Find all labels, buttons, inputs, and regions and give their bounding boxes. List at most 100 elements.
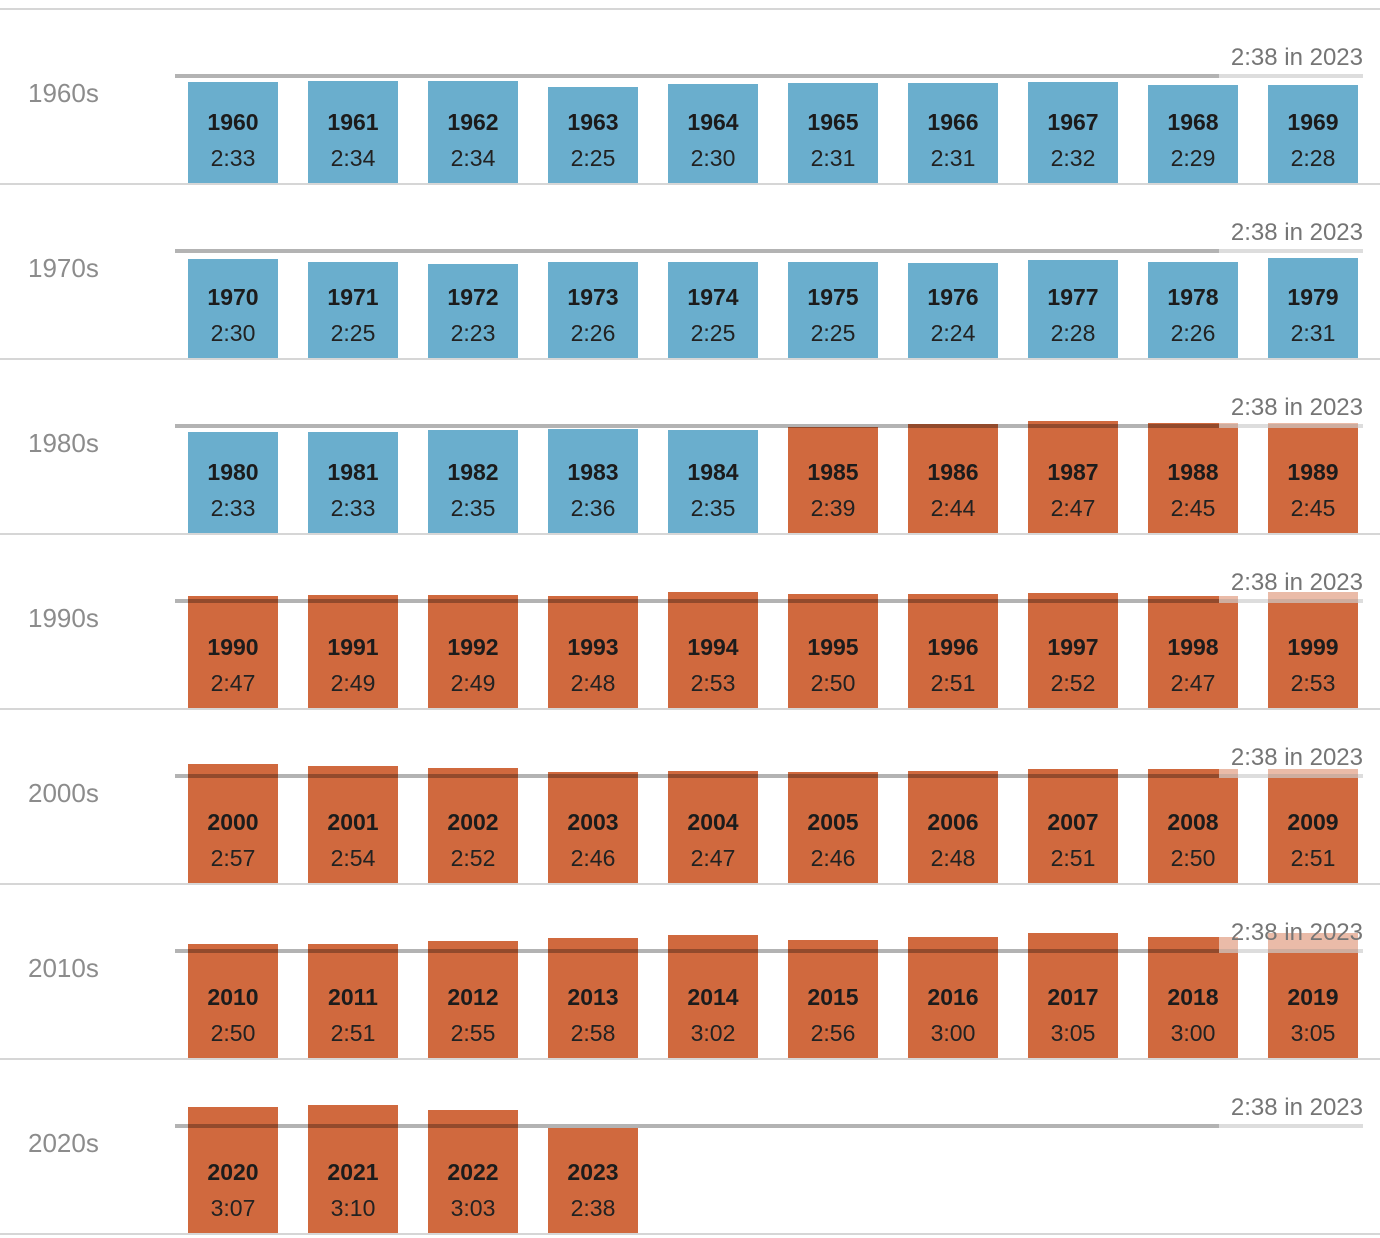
- reference-line-2023: [175, 74, 1363, 78]
- bar-1965[interactable]: [788, 83, 878, 183]
- bar-label-1995: 1995 2:50: [788, 533, 878, 708]
- bar-1973[interactable]: [548, 262, 638, 358]
- bar-1967[interactable]: [1028, 82, 1118, 183]
- bar-2017[interactable]: [1028, 933, 1118, 1058]
- bar-2018[interactable]: [1148, 937, 1238, 1058]
- bar-1997[interactable]: [1028, 593, 1118, 708]
- bar-label-1987: 1987 2:47: [1028, 358, 1118, 533]
- bar-2003[interactable]: [548, 772, 638, 883]
- bar-2007[interactable]: [1028, 769, 1118, 883]
- bar-1995[interactable]: [788, 594, 878, 708]
- bar-1985[interactable]: [788, 427, 878, 533]
- bar-time-label: 3:07: [210, 1195, 256, 1221]
- reference-line-2023: [175, 1124, 1363, 1128]
- bar-year-label: 1991: [327, 634, 379, 660]
- bar-2005[interactable]: [788, 772, 878, 883]
- bar-2001[interactable]: [308, 766, 398, 883]
- decade-label: 2010s: [28, 953, 99, 983]
- bar-1970[interactable]: [188, 259, 278, 358]
- reference-line-2023: [175, 774, 1363, 778]
- bar-1972[interactable]: [428, 264, 518, 358]
- bar-time-label: 2:33: [210, 145, 256, 171]
- bar-2013[interactable]: [548, 938, 638, 1058]
- bar-1981[interactable]: [308, 432, 398, 533]
- bar-label-2012: 2012 2:55: [428, 883, 518, 1058]
- bar-1969[interactable]: [1268, 85, 1358, 183]
- bar-2020[interactable]: [188, 1107, 278, 1233]
- bar-label-1961: 1961 2:34: [308, 8, 398, 183]
- bar-1984[interactable]: [668, 430, 758, 533]
- bar-label-1964: 1964 2:30: [668, 8, 758, 183]
- bar-1980[interactable]: [188, 432, 278, 533]
- bar-1998[interactable]: [1148, 596, 1238, 708]
- bar-time-label: 2:52: [450, 845, 496, 871]
- bar-year-label: 1983: [567, 459, 619, 485]
- bar-label-2014: 2014 3:02: [668, 883, 758, 1058]
- bar-1964[interactable]: [668, 84, 758, 183]
- bar-1999[interactable]: [1268, 592, 1358, 708]
- bar-1989[interactable]: [1268, 423, 1358, 533]
- bar-year-label: 1968: [1167, 109, 1219, 135]
- bar-year-label: 1988: [1167, 459, 1219, 485]
- bar-year-label: 1969: [1287, 109, 1339, 135]
- bar-2010[interactable]: [188, 944, 278, 1058]
- bar-year-label: 1960: [207, 109, 259, 135]
- bar-label-1999: 1999 2:53: [1268, 533, 1358, 708]
- bar-1988[interactable]: [1148, 423, 1238, 533]
- bar-2000[interactable]: [188, 764, 278, 883]
- bar-label-1997: 1997 2:52: [1028, 533, 1118, 708]
- bar-year-label: 1997: [1047, 634, 1099, 660]
- bar-1968[interactable]: [1148, 85, 1238, 183]
- bar-2012[interactable]: [428, 941, 518, 1058]
- bar-label-2017: 2017 3:05: [1028, 883, 1118, 1058]
- bar-year-label: 1984: [687, 459, 739, 485]
- bar-2015[interactable]: [788, 940, 878, 1058]
- bar-2019[interactable]: [1268, 933, 1358, 1058]
- bar-1993[interactable]: [548, 596, 638, 708]
- bar-time-label: 2:34: [330, 145, 376, 171]
- bar-label-1966: 1966 2:31: [908, 8, 998, 183]
- bar-1994[interactable]: [668, 592, 758, 708]
- bar-1983[interactable]: [548, 429, 638, 533]
- bar-1975[interactable]: [788, 262, 878, 358]
- bar-1976[interactable]: [908, 263, 998, 358]
- bar-2009[interactable]: [1268, 769, 1358, 883]
- bar-1974[interactable]: [668, 262, 758, 358]
- bar-time-label: 2:50: [210, 1020, 256, 1046]
- bar-2011[interactable]: [308, 944, 398, 1058]
- bar-2002[interactable]: [428, 768, 518, 883]
- bar-2014[interactable]: [668, 935, 758, 1058]
- bar-2022[interactable]: [428, 1110, 518, 1233]
- bar-1966[interactable]: [908, 83, 998, 183]
- bar-2023[interactable]: [548, 1128, 638, 1233]
- bar-1977[interactable]: [1028, 260, 1118, 358]
- bar-1978[interactable]: [1148, 262, 1238, 358]
- bar-1982[interactable]: [428, 430, 518, 533]
- bar-year-label: 2013: [567, 984, 619, 1010]
- bar-time-label: 2:25: [570, 145, 616, 171]
- bar-year-label: 1963: [567, 109, 619, 135]
- bar-2004[interactable]: [668, 771, 758, 883]
- bar-2016[interactable]: [908, 937, 998, 1058]
- bar-1987[interactable]: [1028, 421, 1118, 533]
- bar-1960[interactable]: [188, 82, 278, 183]
- bar-time-label: 2:31: [930, 145, 976, 171]
- bar-1986[interactable]: [908, 424, 998, 533]
- bar-1963[interactable]: [548, 87, 638, 183]
- reference-line-label: 2:38 in 2023: [1218, 744, 1363, 778]
- bar-1991[interactable]: [308, 595, 398, 708]
- bar-1979[interactable]: [1268, 258, 1358, 358]
- bar-time-label: 2:55: [450, 1020, 496, 1046]
- decade-label: 2020s: [28, 1128, 99, 1158]
- bar-1962[interactable]: [428, 81, 518, 183]
- bar-2008[interactable]: [1148, 769, 1238, 883]
- bar-1961[interactable]: [308, 81, 398, 183]
- bar-1996[interactable]: [908, 594, 998, 708]
- row-divider: [0, 1233, 1380, 1235]
- bar-1971[interactable]: [308, 262, 398, 358]
- bar-2006[interactable]: [908, 771, 998, 883]
- bar-1992[interactable]: [428, 595, 518, 708]
- bar-1990[interactable]: [188, 596, 278, 708]
- bar-label-1985: 1985 2:39: [788, 358, 878, 533]
